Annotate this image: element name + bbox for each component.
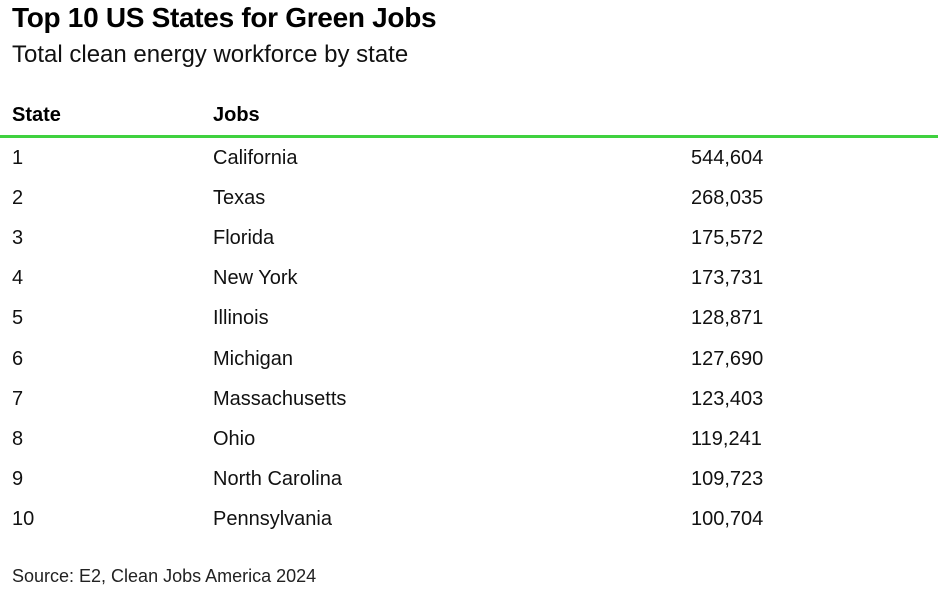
table-cell: Florida: [213, 227, 275, 250]
table-cell: Illinois: [213, 307, 269, 330]
column-header: State: [12, 104, 61, 126]
table-cell: 127,690: [691, 347, 764, 370]
table-cell: 6: [12, 347, 24, 370]
title: Top 10 US States for Green Jobs: [12, 2, 437, 33]
table-cell: 123,403: [691, 387, 764, 410]
table-cell: Texas: [213, 187, 266, 210]
table-cell: 100,704: [691, 507, 764, 530]
table-cell: 10: [12, 507, 35, 530]
table-cell: 9: [12, 467, 24, 490]
table-cell: 268,035: [691, 187, 764, 210]
table-cell: 544,604: [691, 147, 764, 169]
table-cell: Massachusetts: [213, 387, 347, 410]
table-cell: 7: [12, 387, 24, 410]
source: Source: E2, Clean Jobs America 2024: [12, 566, 317, 586]
table-cell: 1: [12, 147, 24, 169]
table-cell: North Carolina: [213, 467, 342, 490]
table-cell: 3: [12, 227, 24, 250]
header-rule: [0, 135, 938, 138]
table-cell: 8: [12, 427, 24, 450]
table-cell: California: [213, 147, 298, 169]
table-cell: 4: [12, 267, 24, 290]
table-cell: 5: [12, 307, 24, 330]
table-cell: Pennsylvania: [213, 507, 332, 530]
table-cell: Michigan: [213, 347, 294, 370]
table-cell: 2: [12, 187, 24, 210]
column-header: Jobs: [213, 104, 260, 126]
table-cell: 119,241: [691, 427, 762, 450]
table-cell: Ohio: [213, 427, 256, 450]
table-cell: 175,572: [691, 227, 764, 250]
table-cell: 128,871: [691, 307, 764, 330]
table-cell: 109,723: [691, 467, 764, 490]
table-cell: 173,731: [691, 267, 764, 290]
table-cell: New York: [213, 267, 298, 290]
subtitle: Total clean energy workforce by state: [12, 41, 409, 68]
